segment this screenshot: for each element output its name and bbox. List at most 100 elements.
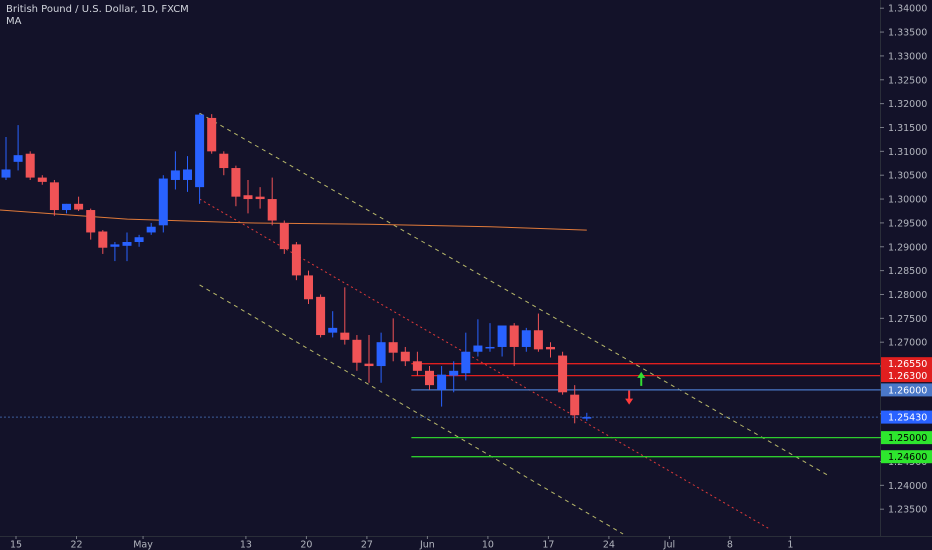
channel-lower-line	[199, 284, 624, 535]
time-tick-label: 20	[300, 540, 312, 550]
price-tick-label: 1.27000	[888, 338, 927, 349]
price-tick-label: 1.31000	[888, 147, 927, 158]
candle	[255, 187, 265, 209]
candle-body	[497, 325, 507, 347]
candle-body	[425, 370, 434, 386]
price-tick-label: 1.34000	[888, 4, 927, 15]
time-tick-label: 17	[542, 540, 554, 550]
ma-line	[0, 209, 587, 231]
candle	[558, 351, 568, 395]
candle-body	[13, 155, 23, 162]
candle	[243, 179, 253, 214]
price-tick-label: 1.30500	[888, 171, 927, 182]
price-tick-label: 1.28000	[888, 290, 927, 301]
candle	[110, 241, 120, 262]
price-tick-label: 1.31500	[888, 123, 927, 134]
candle	[37, 175, 47, 185]
candle-body	[110, 244, 120, 247]
candle-body	[279, 222, 289, 250]
candle	[291, 241, 301, 281]
candle-body	[340, 332, 350, 340]
chart-legend: British Pound / U.S. Dollar, 1D, FXCM MA	[6, 4, 189, 28]
candle-body	[134, 237, 144, 242]
price-badge-resistance: 1.26550	[881, 357, 932, 371]
candle	[340, 287, 350, 345]
time-axis[interactable]: 15 22 May 13 20 27 Jun 10 17 24 Jul 8 1	[0, 536, 932, 550]
candle	[13, 125, 23, 171]
badge-background	[881, 357, 932, 371]
candle-body	[352, 339, 362, 363]
badge-background	[881, 431, 932, 445]
candle-body	[25, 153, 35, 178]
badge-background	[881, 450, 932, 464]
price-badge-support: 1.25000	[881, 431, 932, 445]
time-tick-label: 15	[10, 540, 22, 550]
time-tick-label: 27	[361, 540, 373, 550]
channel-upper-line	[199, 112, 830, 477]
candle-body	[533, 330, 543, 350]
time-tick-label: 1	[787, 540, 793, 550]
price-tick-label: 1.29000	[888, 242, 927, 253]
candle	[279, 220, 289, 254]
moving-average	[0, 209, 587, 231]
candle-body	[521, 330, 531, 347]
candle-body	[62, 203, 71, 211]
candle-body	[461, 351, 471, 374]
candle	[195, 113, 205, 204]
candle	[170, 151, 180, 190]
candle	[146, 222, 156, 235]
price-tick-label: 1.28500	[888, 266, 927, 277]
candle-body	[219, 153, 229, 169]
candle-body	[400, 351, 410, 362]
badge-background	[881, 383, 932, 397]
candle-body	[74, 203, 84, 210]
candle-body	[509, 325, 519, 347]
price-tick-label: 1.29500	[888, 218, 927, 229]
candle-body	[37, 177, 47, 182]
candle	[328, 311, 338, 338]
badge-label: 1.26550	[888, 359, 927, 370]
candle	[158, 175, 168, 233]
price-tick-label: 1.30000	[888, 195, 927, 206]
candle	[183, 156, 192, 192]
candle-body	[207, 117, 217, 152]
candle	[231, 165, 241, 207]
candle-body	[485, 346, 495, 349]
candle	[267, 177, 277, 226]
candle-body	[158, 178, 168, 226]
candle-body	[122, 241, 132, 246]
candle	[412, 351, 422, 376]
price-badge-resistance: 1.26300	[881, 369, 932, 383]
time-tick-label: 13	[240, 540, 252, 550]
candle	[533, 313, 543, 352]
candle	[134, 234, 144, 247]
candle	[497, 325, 507, 357]
candle	[207, 114, 217, 154]
price-tick-label: 1.27500	[888, 314, 927, 325]
candle-body	[243, 195, 253, 200]
candle-body	[267, 199, 277, 221]
price-tick-label: 1.32000	[888, 99, 927, 110]
candle-body	[376, 342, 386, 367]
candle	[74, 196, 84, 211]
time-axis-background	[0, 536, 932, 550]
candle	[25, 151, 35, 180]
symbol-title: British Pound / U.S. Dollar, 1D, FXCM	[6, 4, 189, 15]
candle-body	[49, 182, 59, 211]
time-tick-label: 8	[727, 540, 733, 550]
price-axis[interactable]: 1.34000 1.33500 1.33000 1.32500 1.32000 1.315…	[880, 0, 932, 550]
candle	[98, 230, 108, 254]
candle	[62, 203, 71, 214]
candle	[570, 385, 580, 424]
candle	[473, 319, 483, 357]
candle-body	[183, 169, 192, 180]
candle-body	[437, 374, 447, 390]
arrow-down-icon	[625, 390, 634, 405]
candles	[1, 113, 592, 424]
candle	[316, 294, 326, 338]
candle	[304, 270, 313, 305]
badge-label: 1.26300	[888, 371, 927, 382]
